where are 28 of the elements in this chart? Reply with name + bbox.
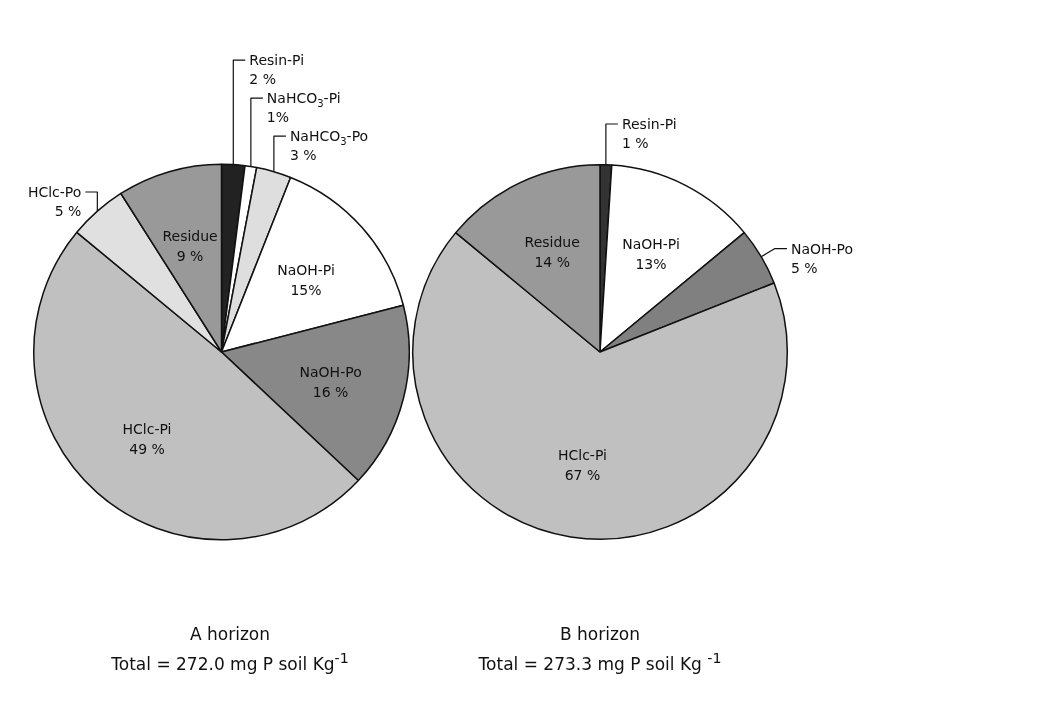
slice-label: NaOH-Pi (622, 235, 680, 252)
slice-label: HClc-Pi (122, 420, 172, 437)
data-label: 67 % (564, 466, 601, 483)
slice-label: Resin-Pi (249, 52, 305, 69)
data-label: 16 % (312, 384, 349, 401)
text: A horizon (189, 623, 271, 646)
data-label: 15% (290, 281, 322, 298)
data-label: 5 % (790, 259, 818, 276)
data-label: 3 % (289, 147, 317, 164)
slice-label: Resin-Pi (621, 116, 677, 133)
text: Total = 273.3 mg P soil Kg $^{-1}$ (477, 649, 723, 676)
slice-label: Residue (524, 234, 580, 251)
data-label: 9 % (176, 247, 204, 264)
data-label: 5 % (54, 203, 82, 220)
data-label: 14 % (534, 254, 570, 271)
data-label: 2 % (249, 71, 276, 88)
slice-label: NaOH-Po (790, 240, 854, 257)
text: B horizon (558, 623, 642, 646)
data-label: 1 % (621, 135, 649, 152)
slice-label: Residue (162, 227, 218, 244)
data-label: 1% (266, 109, 290, 126)
slice-label: NaOH-Po (299, 364, 362, 381)
slice-label: NaOH-Pi (277, 261, 335, 278)
data-label: 13% (635, 255, 667, 272)
data-label: 49 % (129, 440, 165, 457)
slice-label: HClc-Pi (557, 446, 607, 463)
text: Total = 272.0 mg P soil Kg$^{-1}$ (110, 649, 350, 676)
slice-label: HClc-Po (27, 184, 82, 201)
